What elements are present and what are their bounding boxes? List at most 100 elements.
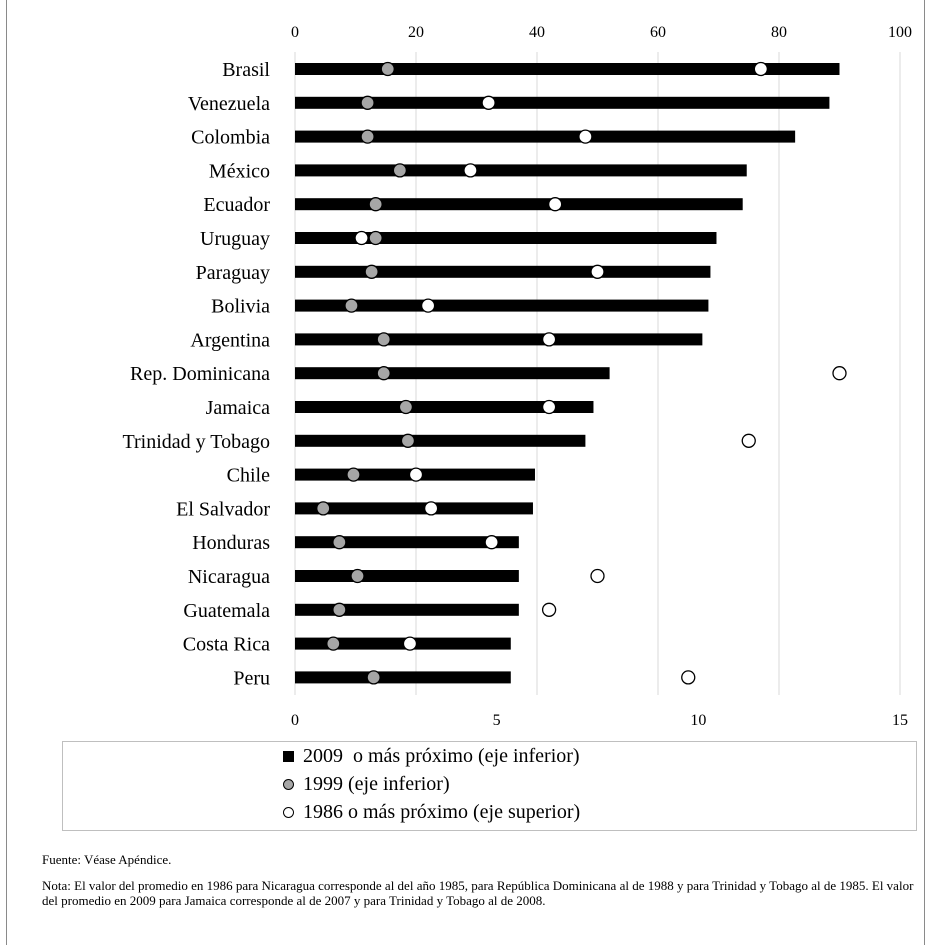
bottom-tick-label: 0 bbox=[291, 712, 299, 729]
bottom-tick-label: 10 bbox=[690, 712, 706, 729]
markers-1999 bbox=[316, 61, 416, 685]
marker-1986 bbox=[541, 399, 557, 415]
top-tick-label: 0 bbox=[291, 24, 299, 41]
marker-1999 bbox=[398, 399, 414, 415]
legend-item-2009: 2009 o más próximo (eje inferior) bbox=[283, 742, 916, 770]
legend-swatch-2009 bbox=[283, 750, 294, 762]
bar-2009 bbox=[295, 299, 709, 312]
category-label: Brasil bbox=[222, 59, 270, 81]
marker-1999 bbox=[344, 298, 359, 313]
legend-label-2009: 2009 o más próximo (eje inferior) bbox=[303, 744, 580, 767]
marker-1999 bbox=[346, 467, 361, 482]
marker-1986 bbox=[402, 636, 418, 651]
legend-swatch-1986 bbox=[283, 806, 294, 818]
marker-1999 bbox=[376, 332, 391, 347]
bar-2009 bbox=[295, 502, 533, 515]
bottom-tick-label: 15 bbox=[892, 712, 908, 729]
marker-1999 bbox=[376, 366, 391, 381]
category-label: Honduras bbox=[192, 532, 270, 554]
legend-item-1999: 1999 (eje inferior) bbox=[283, 770, 916, 798]
bar-2009 bbox=[295, 401, 594, 413]
marker-1986 bbox=[484, 535, 499, 550]
marker-1999 bbox=[400, 433, 416, 448]
marker-1986 bbox=[354, 230, 369, 246]
bar-2009 bbox=[295, 198, 743, 211]
marker-1999 bbox=[360, 129, 375, 144]
bar-2009 bbox=[295, 265, 711, 278]
category-label: Argentina bbox=[190, 329, 270, 351]
marker-1986 bbox=[681, 670, 696, 685]
top-tick-label: 40 bbox=[529, 24, 545, 41]
bar-2009 bbox=[295, 232, 717, 244]
right-frame-border bbox=[924, 0, 925, 945]
bar-2009 bbox=[295, 434, 586, 447]
category-label: Rep. Dominicana bbox=[130, 363, 270, 385]
marker-1986 bbox=[741, 433, 756, 448]
bar-2009 bbox=[295, 333, 703, 346]
marker-1986 bbox=[420, 298, 436, 313]
marker-1999 bbox=[360, 95, 375, 110]
marker-1986 bbox=[541, 332, 557, 347]
category-label: Paraguay bbox=[196, 262, 270, 284]
marker-1999 bbox=[368, 230, 383, 246]
category-label: Costa Rica bbox=[183, 634, 270, 656]
bar-2009 bbox=[295, 367, 610, 380]
category-label: Ecuador bbox=[203, 194, 270, 216]
marker-1986 bbox=[578, 129, 593, 144]
category-label: Bolivia bbox=[211, 296, 270, 318]
legend-label-1999: 1999 (eje inferior) bbox=[303, 772, 450, 795]
marker-1999 bbox=[332, 535, 347, 550]
category-label: Nicaragua bbox=[188, 566, 270, 588]
marker-1986 bbox=[832, 366, 847, 381]
category-label: Chile bbox=[227, 465, 270, 487]
marker-1986 bbox=[423, 501, 439, 516]
top-tick-label: 60 bbox=[650, 24, 666, 41]
marker-1986 bbox=[408, 467, 424, 482]
marker-1999 bbox=[316, 501, 331, 516]
bar-2009 bbox=[295, 164, 747, 177]
marker-1986 bbox=[753, 61, 768, 77]
marker-1986 bbox=[548, 197, 563, 212]
marker-1999 bbox=[326, 636, 341, 651]
marker-1986 bbox=[590, 264, 605, 279]
legend-swatch-1999 bbox=[283, 778, 294, 790]
bottom-tick-label: 5 bbox=[493, 712, 501, 729]
category-label: Jamaica bbox=[206, 397, 271, 419]
marker-1999 bbox=[332, 602, 347, 617]
bar-2009 bbox=[295, 96, 830, 109]
note-text: Nota: El valor del promedio en 1986 para… bbox=[42, 878, 914, 908]
marker-1999 bbox=[392, 163, 408, 178]
category-label: Uruguay bbox=[200, 228, 270, 250]
bar-2009 bbox=[295, 671, 511, 684]
top-tick-label: 100 bbox=[888, 24, 912, 41]
category-label: El Salvador bbox=[176, 498, 270, 520]
marker-1999 bbox=[380, 61, 395, 77]
source-text: Fuente: Véase Apéndice. bbox=[42, 852, 172, 867]
category-label: Guatemala bbox=[183, 600, 270, 622]
legend-label-1986: 1986 o más próximo (eje superior) bbox=[303, 800, 581, 823]
legend-item-1986: 1986 o más próximo (eje superior) bbox=[283, 798, 916, 826]
bar-2009 bbox=[295, 603, 519, 616]
marker-1999 bbox=[366, 670, 381, 685]
bar-2009 bbox=[295, 536, 519, 549]
marker-1986 bbox=[590, 568, 605, 584]
top-tick-label: 80 bbox=[771, 24, 787, 41]
bar-2009 bbox=[295, 570, 519, 582]
category-label: Trinidad y Tobago bbox=[123, 431, 271, 453]
bar-chart: 0 20 40 60 80 100 0 5 10 15 Brasil Venezuela Colom… bbox=[123, 24, 913, 729]
bottom-axis-ticks: 0 5 10 15 bbox=[291, 712, 908, 729]
marker-1999 bbox=[364, 264, 379, 279]
marker-1999 bbox=[368, 197, 383, 212]
chart-legend: 2009 o más próximo (eje inferior) 1999 (… bbox=[62, 741, 917, 831]
bar-2009 bbox=[295, 130, 796, 143]
markers-1986 bbox=[354, 61, 847, 685]
left-frame-border bbox=[6, 0, 7, 945]
bars-2009 bbox=[295, 63, 840, 684]
bar-2009 bbox=[295, 63, 840, 75]
category-label: Peru bbox=[233, 667, 270, 689]
marker-1986 bbox=[463, 163, 478, 178]
top-tick-label: 20 bbox=[408, 24, 424, 41]
category-label: Venezuela bbox=[188, 93, 270, 115]
marker-1986 bbox=[481, 95, 496, 110]
marker-1999 bbox=[350, 568, 365, 584]
